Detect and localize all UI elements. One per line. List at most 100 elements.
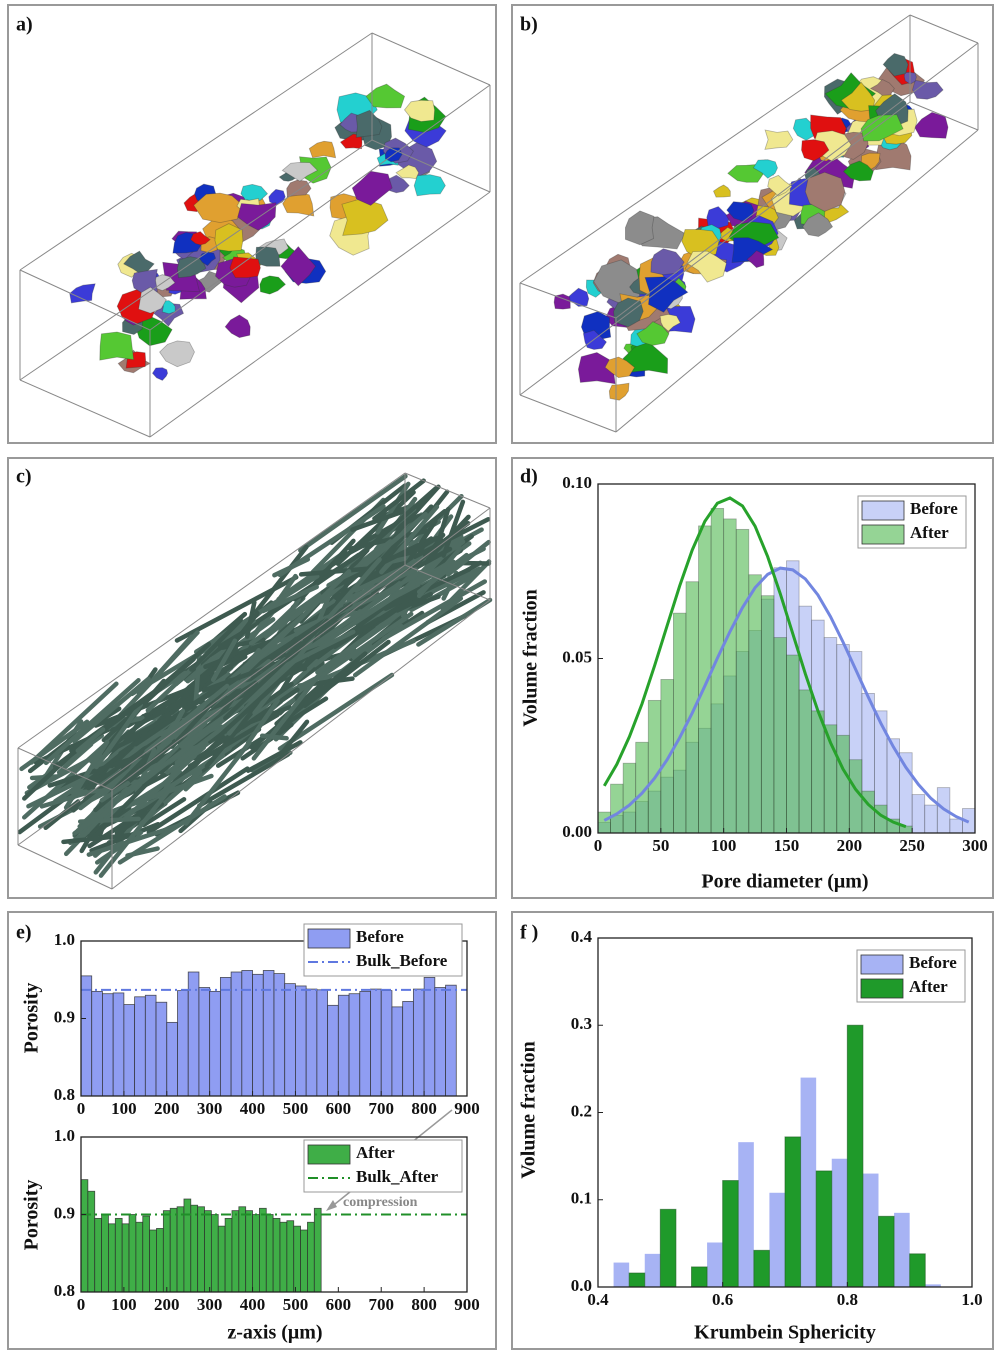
bar [284, 983, 296, 1097]
bounding-box-edge [111, 599, 491, 890]
fiber [146, 766, 250, 835]
fiber [169, 685, 229, 749]
bar [156, 1228, 164, 1293]
pore [229, 256, 261, 279]
x-tick-label: 0 [77, 1099, 86, 1118]
3d-renderings [17, 14, 979, 890]
annotation-arrowhead [326, 1200, 337, 1211]
bounding-box-edge [519, 394, 617, 433]
bar [597, 811, 611, 834]
bar [784, 1136, 802, 1288]
legend-label: After [356, 1143, 395, 1162]
y-tick-label: 0.8 [54, 1085, 75, 1104]
pore [882, 53, 909, 77]
fiber [26, 776, 87, 809]
bar [245, 1210, 253, 1293]
bar [166, 1021, 178, 1097]
y-axis-label: Porosity [21, 983, 43, 1054]
fiber [117, 794, 227, 865]
y-tick-label: 1.0 [54, 1126, 75, 1145]
bar [295, 985, 307, 1097]
bar [313, 1207, 322, 1293]
bar [197, 1206, 205, 1293]
bar [909, 1253, 926, 1288]
pore [582, 329, 607, 350]
fiber [272, 557, 311, 578]
bar [899, 825, 913, 834]
bounding-box-edge [519, 282, 617, 319]
bar [101, 1214, 109, 1293]
x-tick-label: 400 [240, 1099, 266, 1118]
bar [391, 1006, 404, 1097]
bar [753, 1249, 770, 1288]
x-tick-label: 400 [240, 1295, 266, 1314]
legend-label: Bulk_After [356, 1167, 439, 1186]
fiber [118, 688, 216, 756]
bounding-box-edge [519, 14, 911, 284]
bar [800, 1077, 817, 1287]
bar [707, 1242, 723, 1287]
bar [359, 990, 371, 1097]
bar [878, 1215, 895, 1288]
x-tick-label: 100 [711, 836, 737, 855]
pore [764, 129, 794, 150]
bar [738, 1142, 754, 1287]
bar [144, 994, 157, 1097]
bounding-box-edge [17, 472, 406, 749]
fiber [86, 823, 180, 857]
bar [204, 1210, 212, 1293]
bar [231, 1210, 240, 1293]
fiber [364, 485, 439, 552]
x-tick-label: 200 [837, 836, 863, 855]
y-tick-label: 0.8 [54, 1281, 75, 1300]
pore [650, 248, 685, 276]
x-tick-label: 500 [283, 1295, 309, 1314]
pore [403, 99, 436, 122]
y-tick-label: 0.9 [54, 1203, 75, 1222]
panel-frame [7, 457, 497, 899]
fiber [375, 481, 411, 535]
x-tick-label: 1.0 [961, 1290, 982, 1309]
y-tick-label: 0.9 [54, 1007, 75, 1026]
pore [842, 160, 874, 182]
fit-curve [602, 496, 907, 829]
bar [380, 990, 393, 1097]
bar [210, 1214, 219, 1293]
bar [831, 1158, 848, 1287]
pore [341, 198, 389, 236]
pore [804, 171, 846, 212]
bounding-box-edge [19, 379, 151, 438]
bar [183, 1198, 192, 1293]
y-tick-label: 0.1 [571, 1189, 592, 1208]
pore [198, 251, 217, 267]
panel-label: b) [520, 14, 538, 36]
x-tick-label: 900 [454, 1295, 480, 1314]
bounding-box-edge [404, 472, 491, 509]
x-tick-label: 600 [326, 1295, 352, 1314]
pore [413, 174, 446, 197]
pore [869, 79, 895, 96]
fiber [353, 567, 419, 598]
bar [272, 1217, 281, 1293]
bar [760, 595, 775, 834]
x-tick-label: 50 [652, 836, 669, 855]
bar [613, 1262, 630, 1287]
fiber [416, 597, 493, 647]
bounding-box-edge [111, 507, 491, 791]
bar [149, 1229, 157, 1293]
pore [713, 184, 731, 198]
legend-label: After [910, 523, 949, 542]
panel-label: c) [16, 466, 32, 488]
fiber-network [17, 472, 493, 890]
pore-network [519, 14, 979, 433]
bar [190, 1204, 199, 1293]
bar [224, 1217, 233, 1293]
bar [123, 1004, 136, 1097]
panel-label: a) [16, 14, 33, 36]
fiber [69, 687, 159, 753]
bounding-box-edge [17, 747, 113, 791]
pore [280, 245, 317, 287]
bounding-box-edge [371, 139, 491, 193]
bar [238, 1206, 247, 1293]
